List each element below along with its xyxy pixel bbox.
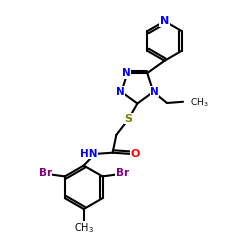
Text: HN: HN (80, 149, 98, 159)
Text: N: N (116, 87, 124, 97)
Text: Br: Br (116, 168, 129, 178)
Text: O: O (131, 149, 140, 159)
Text: CH$_3$: CH$_3$ (74, 221, 94, 235)
Text: N: N (160, 16, 169, 26)
Text: S: S (125, 114, 133, 124)
Text: CH$_3$: CH$_3$ (190, 97, 208, 109)
Text: N: N (122, 68, 130, 78)
Text: N: N (150, 87, 159, 97)
Text: Br: Br (38, 168, 52, 178)
